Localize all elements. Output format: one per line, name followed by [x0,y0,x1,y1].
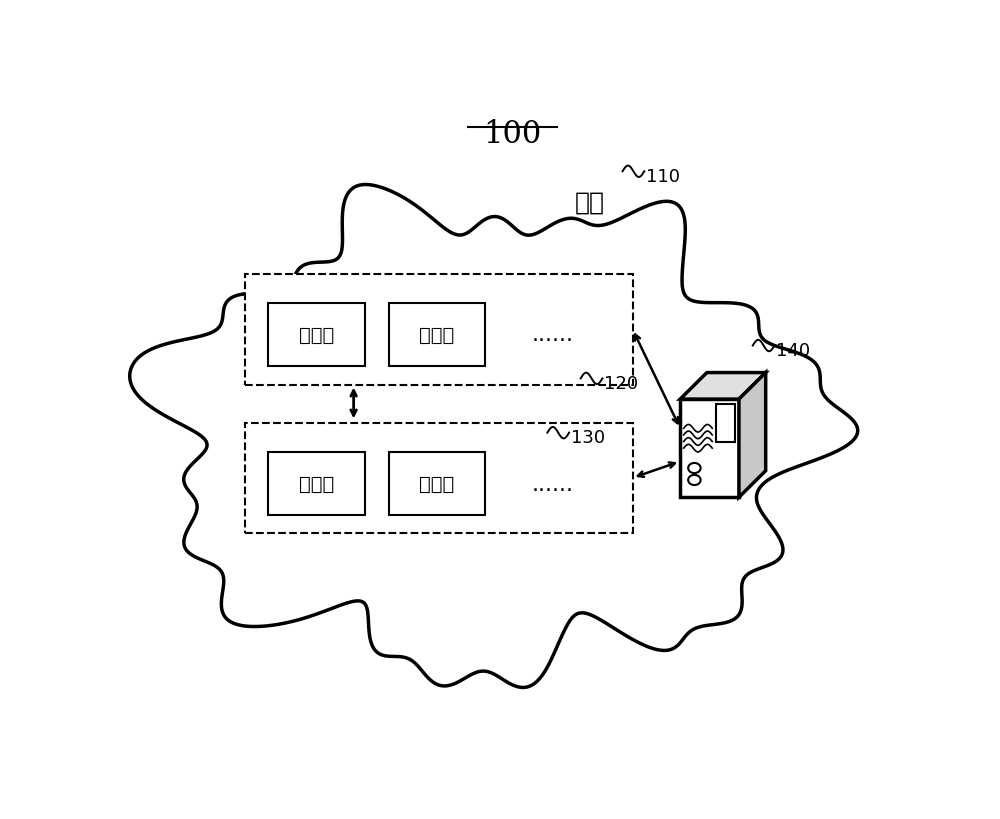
Text: 110: 110 [646,168,680,185]
Text: 100: 100 [483,119,542,149]
Bar [268,453,365,516]
Text: ......: ...... [532,325,574,345]
Text: 120: 120 [604,374,638,392]
Polygon shape [680,400,739,498]
Bar [388,453,485,516]
Bar [268,303,365,366]
Polygon shape [130,185,858,688]
Circle shape [688,464,701,473]
Text: 控制端: 控制端 [419,325,455,344]
Text: 用户端: 用户端 [419,475,455,494]
Text: ......: ...... [532,474,574,494]
Bar [245,423,633,533]
Polygon shape [716,405,735,442]
Bar [388,303,485,366]
Polygon shape [680,373,766,400]
Text: 控制端: 控制端 [299,325,334,344]
Polygon shape [739,373,766,498]
Bar [245,275,633,385]
Text: 用户端: 用户端 [299,475,334,494]
Text: 130: 130 [571,428,605,446]
Text: 网络: 网络 [575,190,605,215]
Circle shape [688,475,701,486]
Text: 140: 140 [776,342,810,360]
